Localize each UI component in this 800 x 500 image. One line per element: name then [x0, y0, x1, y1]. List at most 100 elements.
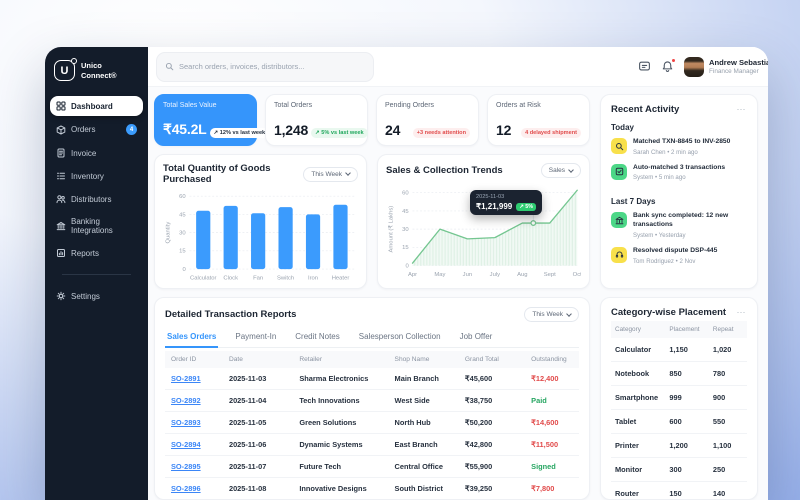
more-options-icon[interactable]: ⋯	[736, 307, 747, 318]
activity-section-heading: Last 7 Days	[611, 197, 656, 207]
section-title: Recent Activity	[611, 104, 680, 115]
kpi-pending-orders[interactable]: Pending Orders 24 +3 needs attention	[376, 94, 479, 146]
order-id-link[interactable]: SO-2893	[171, 418, 201, 427]
chart-title: Sales & Collection Trends	[386, 165, 503, 176]
box-icon	[56, 125, 66, 135]
sidebar-item-orders[interactable]: Orders 4	[50, 119, 143, 140]
sidebar: U Unico Connect® Dashboard Orders 4 Invo…	[45, 47, 148, 500]
order-id-link[interactable]: SO-2896	[171, 484, 201, 493]
tab-credit-notes[interactable]: Credit Notes	[295, 332, 340, 341]
svg-text:60: 60	[179, 194, 186, 200]
sidebar-item-reports[interactable]: Reports	[50, 243, 143, 263]
goods-chart-period-select[interactable]: This Week	[303, 166, 358, 182]
people-icon	[56, 194, 66, 204]
cell-date: 2025-11-05	[222, 411, 294, 434]
activity-item[interactable]: Bank sync completed: 12 new transactions…	[611, 212, 747, 239]
chart-tooltip: 2025-11-03 ₹1,21,999 ↗ 5%	[470, 190, 543, 215]
cell-outstanding: ₹12,400	[525, 368, 579, 390]
cell-placement: 600	[665, 409, 709, 434]
bank-icon	[56, 221, 66, 231]
goods-purchased-chart-card: Total Quantity of Goods Purchased This W…	[154, 154, 367, 289]
sidebar-item-label: Distributors	[71, 194, 112, 204]
notification-dot	[671, 58, 676, 63]
invoice-document-icon	[56, 148, 66, 158]
sales-trends-chart-card: Sales & Collection Trends Sales	[377, 154, 590, 289]
placement-table: Category Placement Repeat Calculator 1,1…	[611, 321, 747, 499]
svg-text:July: July	[490, 272, 500, 278]
cell-shop: East Branch	[388, 433, 459, 456]
tooltip-trend-badge: ↗ 5%	[516, 202, 537, 211]
svg-text:60: 60	[402, 191, 409, 197]
cell-category: Calculator	[611, 338, 666, 362]
tab-sales-orders[interactable]: Sales Orders	[165, 329, 219, 348]
activity-item[interactable]: Matched TXN-8845 to INV-2850 Sarah Chen …	[611, 138, 747, 156]
gear-icon	[56, 291, 66, 301]
tab-salesperson-collection[interactable]: Salesperson Collection	[358, 332, 441, 341]
cell-total: ₹42,800	[458, 433, 526, 456]
cell-retailer: Sharma Electronics	[293, 368, 389, 390]
user-menu[interactable]: Andrew Sebastian Finance Manager	[684, 56, 768, 77]
tab-payment-in[interactable]: Payment-In	[235, 332, 277, 341]
svg-text:45: 45	[402, 209, 409, 215]
sidebar-item-invoice[interactable]: Invoice	[50, 143, 143, 163]
column-header: Order ID	[165, 351, 223, 368]
table-row: SO-2896 2025-11-08 Innovative Designs So…	[165, 477, 579, 499]
kpi-trend-badge: ↗ 5% vs last week	[311, 128, 368, 138]
svg-text:0: 0	[182, 267, 186, 273]
kpi-trend-badge: 4 delayed shipment	[521, 128, 581, 138]
bank-sync-icon	[611, 212, 627, 229]
cell-date: 2025-11-07	[222, 455, 294, 478]
transactions-tabs: Sales Orders Payment-In Credit Notes Sal…	[165, 329, 579, 348]
search-input[interactable]	[179, 62, 365, 71]
cell-repeat: 250	[708, 457, 747, 482]
cell-placement: 1,200	[665, 433, 709, 458]
cell-total: ₹45,600	[458, 368, 526, 390]
notifications-button[interactable]	[661, 58, 676, 73]
cell-retailer: Green Solutions	[293, 411, 389, 434]
sidebar-item-inventory[interactable]: Inventory	[50, 166, 143, 186]
cell-placement: 999	[665, 385, 709, 410]
trends-chart-metric-select[interactable]: Sales	[540, 163, 581, 178]
activity-text: Bank sync completed: 12 new transactions	[633, 212, 729, 229]
kpi-label: Total Orders	[274, 102, 313, 109]
transactions-period-select[interactable]: This Week	[524, 307, 579, 322]
order-id-link[interactable]: SO-2895	[171, 462, 201, 471]
tab-job-offer[interactable]: Job Offer	[459, 332, 493, 341]
activity-text: Auto-matched 3 transactions	[633, 163, 726, 171]
bar-chart-body: 0 15 30 45 60 Quantity Calculator Clock Fan Switc…	[163, 185, 358, 285]
dispute-resolved-icon	[611, 246, 627, 263]
order-id-link[interactable]: SO-2892	[171, 396, 201, 405]
svg-text:May: May	[434, 272, 445, 278]
brand-line1: Unico	[81, 60, 102, 70]
more-options-icon[interactable]: ⋯	[736, 104, 747, 115]
sidebar-item-label: Invoice	[71, 148, 97, 158]
cell-outstanding: ₹11,500	[525, 433, 579, 456]
kpi-total-orders[interactable]: Total Orders 1,248 ↗ 5% vs last week	[265, 94, 368, 146]
order-id-link[interactable]: SO-2894	[171, 440, 201, 449]
messages-button[interactable]	[638, 60, 651, 73]
kpi-orders-at-risk[interactable]: Orders at Risk 12 4 delayed shipment	[487, 94, 590, 146]
cell-repeat: 900	[708, 385, 747, 410]
order-id-link[interactable]: SO-2891	[171, 374, 201, 383]
chevron-down-icon	[566, 310, 572, 317]
activity-meta: System • 5 min ago	[633, 174, 686, 182]
kpi-total-sales-value[interactable]: Total Sales Value ₹45.2L ↗ 12% vs last w…	[154, 94, 270, 146]
cell-date: 2025-11-04	[222, 389, 294, 412]
cell-repeat: 1,020	[708, 338, 747, 362]
sidebar-item-settings[interactable]: Settings	[50, 286, 143, 306]
orders-count-badge: 4	[126, 124, 137, 135]
svg-text:15: 15	[179, 249, 186, 255]
select-value: Sales	[548, 167, 565, 174]
table-row: Printer 1,200 1,100	[611, 433, 747, 458]
sidebar-item-distributors[interactable]: Distributors	[50, 189, 143, 209]
sidebar-item-banking-integrations[interactable]: Banking Integrations	[50, 212, 143, 240]
sidebar-item-label: Banking Integrations	[71, 217, 113, 235]
global-search[interactable]	[156, 51, 374, 82]
table-row: SO-2891 2025-11-03 Sharma Electronics Ma…	[165, 368, 579, 390]
svg-text:15: 15	[402, 245, 409, 251]
table-row: SO-2892 2025-11-04 Tech Innovations West…	[165, 389, 579, 412]
activity-item[interactable]: Resolved dispute DSP-445 Tom Rodriguez •…	[611, 246, 747, 265]
main-area: Andrew Sebastian Finance Manager Total S…	[148, 47, 768, 500]
activity-item[interactable]: Auto-matched 3 transactions System • 5 m…	[611, 163, 747, 182]
sidebar-item-dashboard[interactable]: Dashboard	[50, 96, 143, 116]
